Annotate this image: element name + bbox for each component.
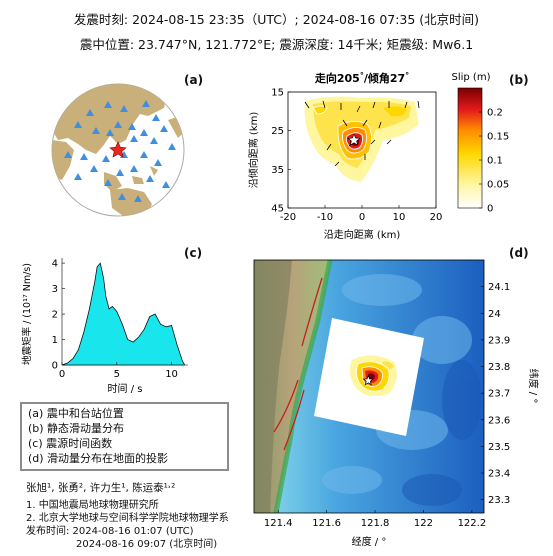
map-y-tick-label: 24.1 <box>488 282 510 293</box>
map-x-tick-label: 121.8 <box>361 518 390 529</box>
slip-hypocenter-star <box>347 133 361 146</box>
affiliation-1: 1. 中国地震局地球物理研究所 <box>26 500 159 511</box>
slip-x-axis-label: 沿走向距离 (km) <box>324 228 401 241</box>
map-x-tick-label: 121.6 <box>312 518 341 529</box>
stf-x-tick-label: 5 <box>114 369 120 380</box>
epicenter-info-line: 震中位置: 23.747°N, 121.772°E; 震源深度: 14千米; 矩… <box>79 37 474 52</box>
globe-landmass <box>52 84 184 216</box>
map-y-tick-label: 23.3 <box>488 495 510 506</box>
map-x-ticks: 121.4 121.6 121.8 122 122.2 <box>264 510 486 529</box>
slip-chart-title: 走向205°/倾角27° <box>314 71 409 85</box>
map-y-tick-label: 23.9 <box>488 335 510 346</box>
colorbar-tick-label: 0 <box>487 204 493 215</box>
panel-c-label: (c) <box>184 246 203 260</box>
map-y-tick-label: 23.7 <box>488 389 510 400</box>
legend-item-b: (b) 静态滑动量分布 <box>28 422 125 435</box>
author-list: 张旭¹, 张勇², 许力生¹, 陈运泰¹˒² <box>26 482 176 494</box>
slip-patches <box>288 92 436 208</box>
map-y-tick-label: 23.5 <box>488 442 510 453</box>
slip-vectors <box>304 100 420 167</box>
colorbar-tick-label: 0.1 <box>487 156 503 167</box>
globe-map <box>51 83 185 217</box>
map-y-tick-label: 23.6 <box>488 415 510 426</box>
slip-x-tick-label: 10 <box>393 212 406 223</box>
map-x-tick-label: 122.2 <box>458 518 487 529</box>
map-y-axis-label: 纬度 / ° <box>527 369 540 404</box>
stf-x-ticks: 0 5 10 <box>59 362 178 380</box>
colorbar-tick-label: 0.05 <box>487 180 509 191</box>
stf-y-tick-label: 0 <box>52 361 58 372</box>
slip-x-tick-label: -10 <box>317 212 333 223</box>
panel-legend: (a) 震中和台站位置 (b) 静态滑动量分布 (c) 震源时间函数 (d) 滑… <box>20 402 229 471</box>
stf-y-ticks: 0 1 2 3 4 <box>52 259 65 372</box>
slip-colorbar <box>457 87 483 209</box>
credits-block: 张旭¹, 张勇², 许力生¹, 陈运泰¹˒² 1. 中国地震局地球物理研究所 2… <box>26 482 229 551</box>
map-x-axis-label: 经度 / ° <box>352 535 387 548</box>
stf-y-tick-label: 3 <box>52 284 58 295</box>
map-y-tick-label: 23.8 <box>488 362 510 373</box>
slip-y-axis-label: 沿倾向距离 (km) <box>247 112 260 189</box>
panel-a-label: (a) <box>184 73 204 87</box>
fault-lines <box>273 277 323 451</box>
slip-projection-map: 121.4 121.6 121.8 122 122.2 24.1 24 23.9 23.8 23… <box>253 259 540 548</box>
stf-x-tick-label: 10 <box>165 369 178 380</box>
slip-x-tick-label: 0 <box>359 212 365 223</box>
station-markers <box>64 100 176 202</box>
map-x-tick-label: 121.4 <box>264 518 293 529</box>
colorbar-ticks: 0.2 0.15 0.1 0.05 0 <box>479 108 509 215</box>
stf-area <box>61 262 186 366</box>
map-epicenter-star <box>362 374 374 386</box>
stf-x-tick-label: 0 <box>59 369 65 380</box>
map-x-tick-label: 122 <box>414 518 433 529</box>
slip-projection-box <box>314 318 424 436</box>
slip-y-tick-label: 25 <box>271 126 284 137</box>
map-y-tick-label: 23.4 <box>488 469 510 480</box>
map-terrain <box>254 260 484 513</box>
origin-time-line: 发震时刻: 2024-08-15 23:35（UTC）; 2024-08-16 … <box>73 12 480 27</box>
legend-item-a: (a) 震中和台站位置 <box>28 407 124 420</box>
stf-y-tick-label: 1 <box>52 335 58 346</box>
legend-item-d: (d) 滑动量分布在地面的投影 <box>28 452 169 465</box>
affiliation-2: 2. 北京大学地球与空间科学学院地球物理学系 <box>26 513 229 524</box>
stf-y-tick-label: 4 <box>52 259 58 270</box>
colorbar-tick-label: 0.2 <box>487 108 503 119</box>
publish-time-utc: 发布时间: 2024-08-16 01:07 (UTC) <box>26 526 194 537</box>
epicenter-star <box>109 141 127 158</box>
colorbar-tick-label: 0.15 <box>487 132 509 143</box>
panel-d-label: (d) <box>509 246 529 260</box>
stf-y-tick-label: 2 <box>52 310 58 321</box>
map-y-ticks: 24.1 24 23.9 23.8 23.7 23.6 23.5 23.4 23.3 <box>481 282 510 506</box>
colorbar-label: Slip (m) <box>452 72 491 83</box>
slip-distribution-chart: 走向205°/倾角27° -20 -10 0 10 20 15 25 35 45 沿走向距离 … <box>247 71 509 241</box>
publish-time-beijing: 2024-08-16 09:07 (北京时间) <box>76 539 218 550</box>
map-y-tick-label: 24 <box>488 309 501 320</box>
panel-b-label: (b) <box>509 73 529 87</box>
source-time-function-chart: 0 5 10 0 1 2 3 4 时间 / s 地震矩率 / (10¹⁷ Nm/s) <box>21 258 188 395</box>
slip-x-ticks: -20 -10 0 10 20 <box>280 205 443 223</box>
slip-y-ticks: 15 25 35 45 <box>271 88 291 215</box>
slip-x-tick-label: 20 <box>430 212 443 223</box>
slip-y-tick-label: 15 <box>271 88 284 99</box>
slip-y-tick-label: 45 <box>271 204 284 215</box>
stf-y-axis-label: 地震矩率 / (10¹⁷ Nm/s) <box>21 263 33 365</box>
slip-y-tick-label: 35 <box>271 165 284 176</box>
legend-item-c: (c) 震源时间函数 <box>28 437 113 450</box>
slip-x-tick-label: -20 <box>280 212 296 223</box>
stf-x-axis-label: 时间 / s <box>108 382 143 395</box>
